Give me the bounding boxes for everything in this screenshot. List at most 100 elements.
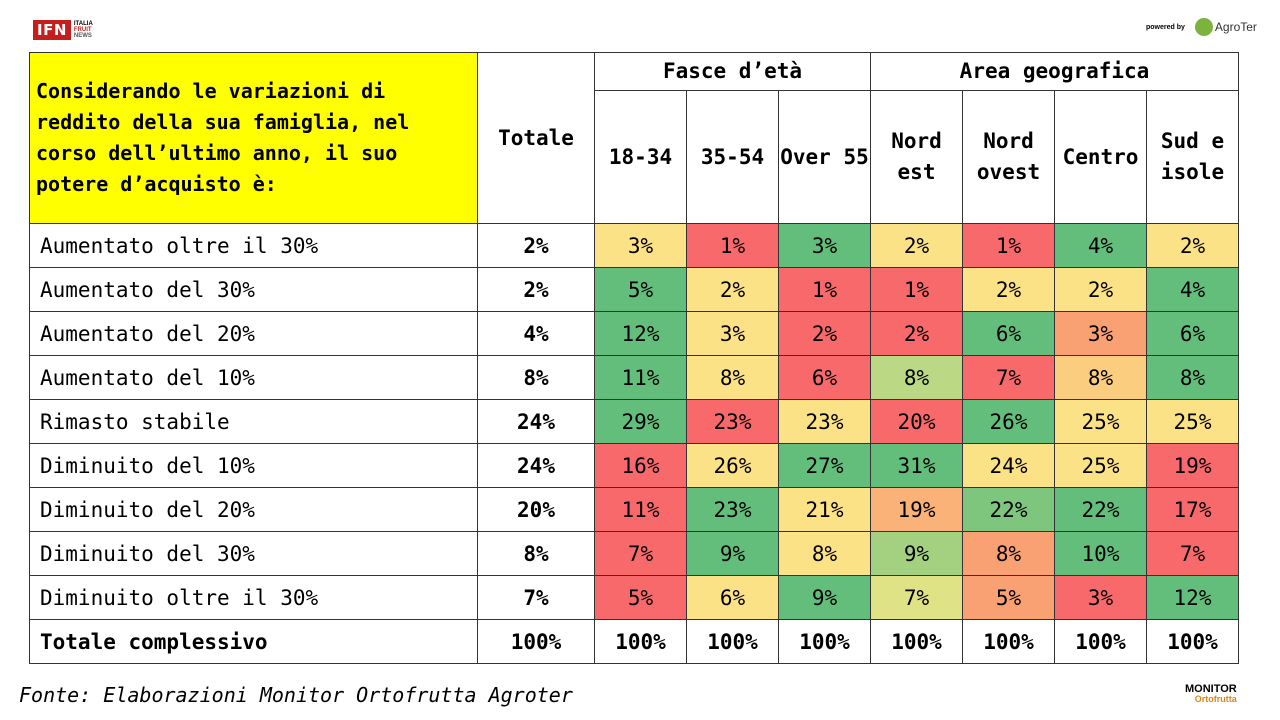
table-row: Rimasto stabile 24% 29% 23% 23% 20% 26% 25% 25%: [29, 399, 1239, 444]
ifn-logo-text: ITALIA FRUIT NEWS: [74, 21, 93, 39]
value-cell: 8%: [778, 531, 871, 576]
value-cell: 2%: [962, 267, 1055, 312]
value-cell: 22%: [1054, 487, 1147, 532]
value-cell: 7%: [870, 575, 963, 620]
row-total: 100%: [477, 619, 595, 664]
value-cell: 3%: [594, 223, 687, 268]
survey-table: Considerando le variazioni di reddito de…: [29, 52, 1239, 664]
row-total: 20%: [477, 487, 595, 532]
row-total: 8%: [477, 531, 595, 576]
row-total: 4%: [477, 311, 595, 356]
agroter-name: AgroTer: [1214, 20, 1257, 34]
ifn-logo-line: ITALIA: [73, 21, 93, 27]
value-cell: 4%: [1146, 267, 1239, 312]
agroter-logo: powered by AgroTer: [1146, 18, 1257, 36]
value-cell: 11%: [594, 355, 687, 400]
value-cell: 25%: [1054, 399, 1147, 444]
value-cell: 2%: [870, 223, 963, 268]
value-cell: 1%: [870, 267, 963, 312]
value-cell: 1%: [686, 223, 779, 268]
value-cell: 9%: [870, 531, 963, 576]
value-cell: 7%: [1146, 531, 1239, 576]
value-cell: 25%: [1146, 399, 1239, 444]
value-cell: 3%: [778, 223, 871, 268]
table-row: Aumentato del 30% 2% 5% 2% 1% 1% 2% 2% 4%: [29, 267, 1239, 312]
powered-by-text: powered by: [1146, 23, 1185, 31]
value-cell: 11%: [594, 487, 687, 532]
value-cell: 2%: [1054, 267, 1147, 312]
value-cell: 100%: [962, 619, 1055, 664]
table-row: Diminuito oltre il 30% 7% 5% 6% 9% 7% 5% 3% 12%: [29, 575, 1239, 620]
value-cell: 29%: [594, 399, 687, 444]
value-cell: 1%: [778, 267, 871, 312]
row-label: Rimasto stabile: [29, 399, 478, 444]
value-cell: 19%: [870, 487, 963, 532]
table-row: Diminuito del 10% 24% 16% 26% 27% 31% 24% 25% 19…: [29, 443, 1239, 488]
value-cell: 7%: [594, 531, 687, 576]
row-total: 2%: [477, 223, 595, 268]
source-note: Fonte: Elaborazioni Monitor Ortofrutta A…: [19, 683, 573, 707]
question-cell: Considerando le variazioni di reddito de…: [29, 52, 478, 224]
value-cell: 100%: [594, 619, 687, 664]
value-cell: 31%: [870, 443, 963, 488]
value-cell: 8%: [686, 355, 779, 400]
value-cell: 3%: [1054, 311, 1147, 356]
row-label: Diminuito del 10%: [29, 443, 478, 488]
row-label: Diminuito oltre il 30%: [29, 575, 478, 620]
monitor-logo-bottom: Ortofrutta: [1194, 694, 1237, 704]
value-cell: 16%: [594, 443, 687, 488]
value-cell: 23%: [686, 487, 779, 532]
row-label: Aumentato del 30%: [29, 267, 478, 312]
value-cell: 4%: [1054, 223, 1147, 268]
total-header: Totale: [477, 52, 595, 224]
value-cell: 2%: [1146, 223, 1239, 268]
value-cell: 3%: [686, 311, 779, 356]
value-cell: 24%: [962, 443, 1055, 488]
table-body: Aumentato oltre il 30% 2% 3% 1% 3% 2% 1% 4% 2% Au…: [29, 223, 1239, 664]
value-cell: 27%: [778, 443, 871, 488]
value-cell: 5%: [594, 575, 687, 620]
value-cell: 8%: [1146, 355, 1239, 400]
value-cell: 2%: [870, 311, 963, 356]
monitor-logo: MONITOR Ortofrutta: [1185, 683, 1237, 705]
value-cell: 6%: [962, 311, 1055, 356]
value-cell: 2%: [778, 311, 871, 356]
value-cell: 5%: [594, 267, 687, 312]
row-label: Totale complessivo: [29, 619, 478, 664]
ifn-logo-box: IFN: [33, 20, 71, 40]
value-cell: 8%: [962, 531, 1055, 576]
row-label: Diminuito del 20%: [29, 487, 478, 532]
column-header: Sud e isole: [1146, 90, 1239, 224]
table-row: Diminuito del 20% 20% 11% 23% 21% 19% 22% 22% 17…: [29, 487, 1239, 532]
monitor-logo-top: MONITOR: [1185, 683, 1237, 695]
column-header: 35-54: [686, 90, 779, 224]
group-header-area: Area geografica: [870, 52, 1239, 91]
table-row: Aumentato del 20% 4% 12% 3% 2% 2% 6% 3% 6%: [29, 311, 1239, 356]
column-header: Centro: [1054, 90, 1147, 224]
row-total: 24%: [477, 399, 595, 444]
row-total: 24%: [477, 443, 595, 488]
value-cell: 100%: [778, 619, 871, 664]
row-label: Aumentato del 20%: [29, 311, 478, 356]
value-cell: 23%: [686, 399, 779, 444]
ifn-logo: IFN ITALIA FRUIT NEWS: [33, 20, 93, 40]
row-label: Aumentato del 10%: [29, 355, 478, 400]
group-header-age: Fasce d’età: [594, 52, 871, 91]
row-total: 8%: [477, 355, 595, 400]
value-cell: 100%: [1054, 619, 1147, 664]
table-row: Aumentato oltre il 30% 2% 3% 1% 3% 2% 1% 4% 2%: [29, 223, 1239, 268]
value-cell: 23%: [778, 399, 871, 444]
value-cell: 6%: [778, 355, 871, 400]
table-row: Diminuito del 30% 8% 7% 9% 8% 9% 8% 10% 7%: [29, 531, 1239, 576]
value-cell: 7%: [962, 355, 1055, 400]
ifn-logo-line: FRUIT: [73, 27, 92, 33]
value-cell: 8%: [1054, 355, 1147, 400]
ifn-logo-line: NEWS: [73, 33, 92, 39]
value-cell: 100%: [870, 619, 963, 664]
value-cell: 9%: [686, 531, 779, 576]
value-cell: 10%: [1054, 531, 1147, 576]
row-total: 7%: [477, 575, 595, 620]
value-cell: 22%: [962, 487, 1055, 532]
value-cell: 2%: [686, 267, 779, 312]
value-cell: 6%: [1146, 311, 1239, 356]
